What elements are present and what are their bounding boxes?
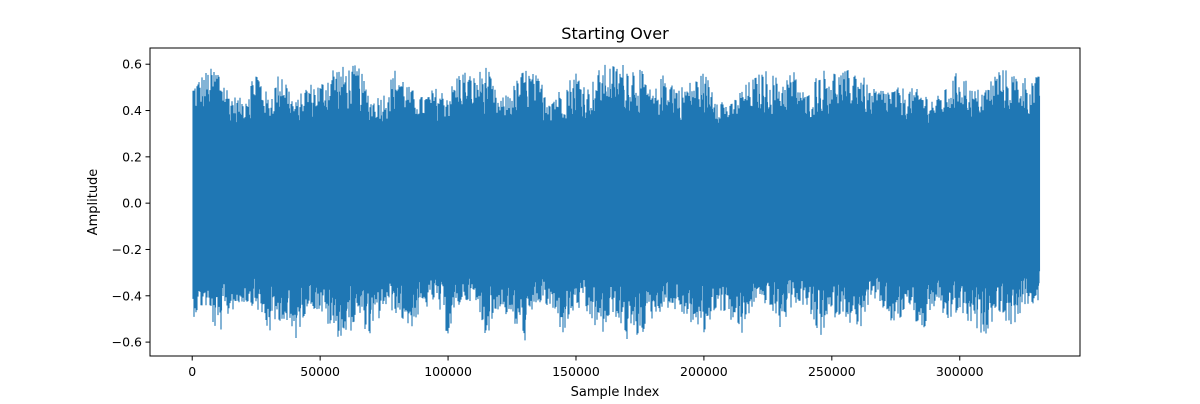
y-tick-label: 0.6 [122, 57, 142, 72]
x-tick-label: 200000 [680, 364, 728, 379]
x-tick-label: 0 [188, 364, 196, 379]
axis-ticks: 0 50000 100000 150000 200000 250000 300000 −0.6… [112, 57, 984, 379]
y-tick-label: −0.6 [112, 335, 142, 350]
y-tick-label: −0.4 [112, 288, 142, 303]
y-tick-label: 0.0 [122, 196, 142, 211]
x-tick-label: 150000 [552, 364, 600, 379]
x-tick-label: 100000 [424, 364, 472, 379]
x-tick-label: 300000 [936, 364, 984, 379]
signal-line-0 [192, 64, 1041, 341]
y-axis-label: Amplitude [86, 169, 101, 236]
y-tick-label: 0.2 [122, 149, 142, 164]
x-tick-label: 250000 [808, 364, 856, 379]
x-axis-label: Sample Index [571, 385, 660, 400]
plot-area [192, 64, 1041, 341]
axes-frame [149, 47, 1081, 357]
chart-title: Starting Over [561, 24, 669, 43]
x-tick-label: 50000 [300, 364, 340, 379]
y-tick-label: 0.4 [122, 103, 142, 118]
y-tick-label: −0.2 [112, 242, 142, 257]
